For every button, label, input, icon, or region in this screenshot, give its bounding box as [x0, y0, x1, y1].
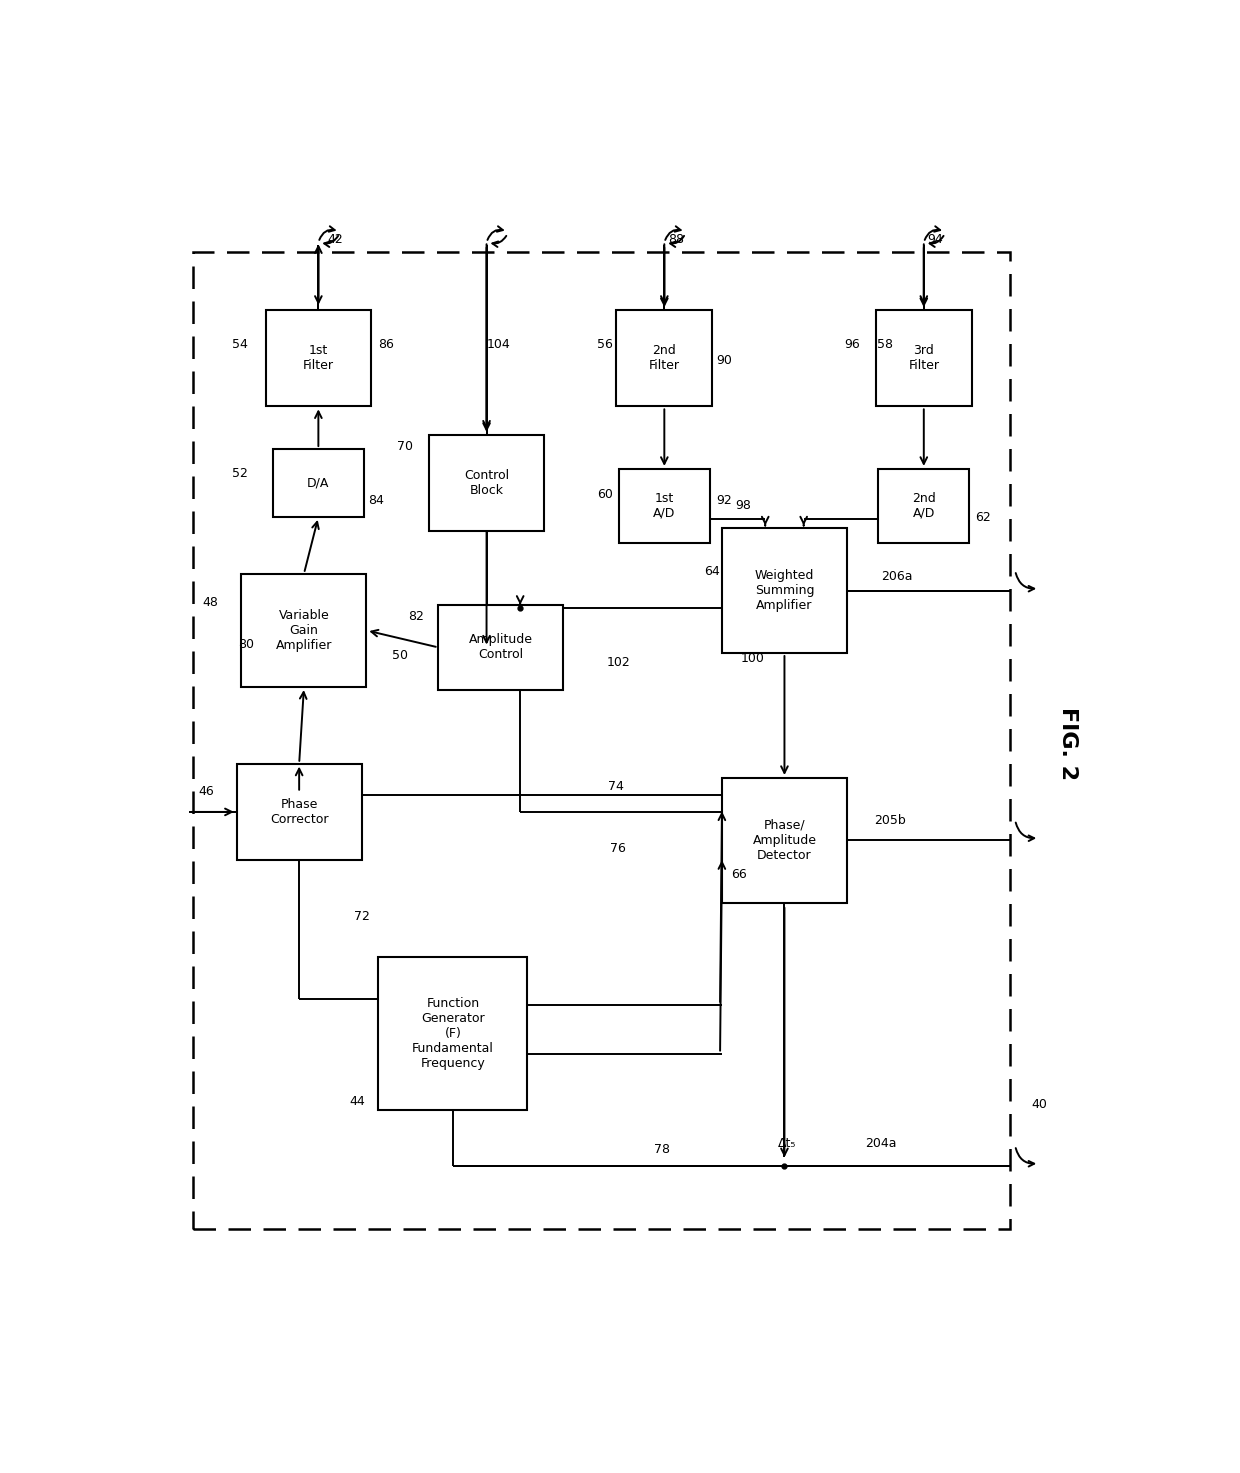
FancyBboxPatch shape [722, 529, 847, 653]
FancyBboxPatch shape [875, 309, 972, 407]
Text: 46: 46 [198, 785, 213, 798]
Text: 92: 92 [715, 493, 732, 507]
FancyBboxPatch shape [237, 763, 362, 860]
Text: 90: 90 [715, 354, 732, 367]
FancyBboxPatch shape [878, 468, 970, 542]
FancyBboxPatch shape [429, 435, 544, 532]
Text: 58: 58 [878, 339, 893, 351]
Text: 88: 88 [668, 233, 684, 246]
Text: 98: 98 [735, 499, 751, 513]
Text: Phase
Corrector: Phase Corrector [270, 798, 329, 826]
FancyBboxPatch shape [265, 309, 371, 407]
Text: Phase/
Amplitude
Detector: Phase/ Amplitude Detector [753, 819, 816, 862]
Text: 78: 78 [655, 1143, 671, 1156]
Text: 2nd
A/D: 2nd A/D [911, 492, 936, 520]
FancyBboxPatch shape [273, 449, 365, 517]
FancyBboxPatch shape [242, 574, 367, 688]
Text: 204a: 204a [864, 1137, 897, 1149]
Text: 66: 66 [732, 868, 748, 881]
Text: 54: 54 [232, 339, 248, 351]
FancyBboxPatch shape [616, 309, 713, 407]
Text: 44: 44 [348, 1094, 365, 1108]
Text: 48: 48 [203, 595, 218, 608]
Text: 102: 102 [606, 655, 630, 669]
Text: 1st
Filter: 1st Filter [303, 345, 334, 373]
Text: 82: 82 [408, 610, 424, 623]
Text: Amplitude
Control: Amplitude Control [469, 633, 533, 661]
Text: 50: 50 [392, 650, 408, 661]
Text: 80: 80 [238, 638, 254, 651]
Text: 56: 56 [596, 339, 613, 351]
Text: Function
Generator
(F)
Fundamental
Frequency: Function Generator (F) Fundamental Frequ… [412, 997, 494, 1069]
Text: 96: 96 [844, 339, 859, 351]
Text: Variable
Gain
Amplifier: Variable Gain Amplifier [275, 608, 332, 653]
Text: 206a: 206a [882, 570, 913, 582]
Text: 84: 84 [368, 493, 384, 507]
Text: 76: 76 [610, 841, 626, 854]
Text: 40: 40 [1032, 1097, 1047, 1111]
Text: 72: 72 [353, 910, 370, 922]
Text: Δt₅: Δt₅ [779, 1137, 796, 1149]
Text: Control
Block: Control Block [464, 468, 510, 496]
Text: 100: 100 [740, 653, 765, 666]
Text: 86: 86 [378, 339, 393, 351]
Text: Weighted
Summing
Amplifier: Weighted Summing Amplifier [755, 569, 815, 613]
FancyBboxPatch shape [439, 605, 563, 689]
FancyBboxPatch shape [619, 468, 711, 542]
Text: 2nd
Filter: 2nd Filter [649, 345, 680, 373]
Text: D/A: D/A [308, 476, 330, 489]
Text: 1st
A/D: 1st A/D [653, 492, 676, 520]
FancyBboxPatch shape [378, 956, 527, 1109]
Text: 52: 52 [232, 467, 248, 480]
Text: 104: 104 [487, 339, 511, 351]
FancyBboxPatch shape [722, 778, 847, 903]
Text: FIG. 2: FIG. 2 [1058, 707, 1078, 781]
Text: 62: 62 [976, 511, 991, 523]
Text: 3rd
Filter: 3rd Filter [908, 345, 940, 373]
Text: 70: 70 [397, 440, 413, 454]
Text: 64: 64 [704, 566, 720, 577]
Text: 94: 94 [928, 233, 944, 246]
Text: 60: 60 [596, 488, 613, 501]
Text: 74: 74 [609, 781, 624, 794]
Text: 42: 42 [327, 233, 343, 246]
Text: 205b: 205b [874, 815, 906, 828]
